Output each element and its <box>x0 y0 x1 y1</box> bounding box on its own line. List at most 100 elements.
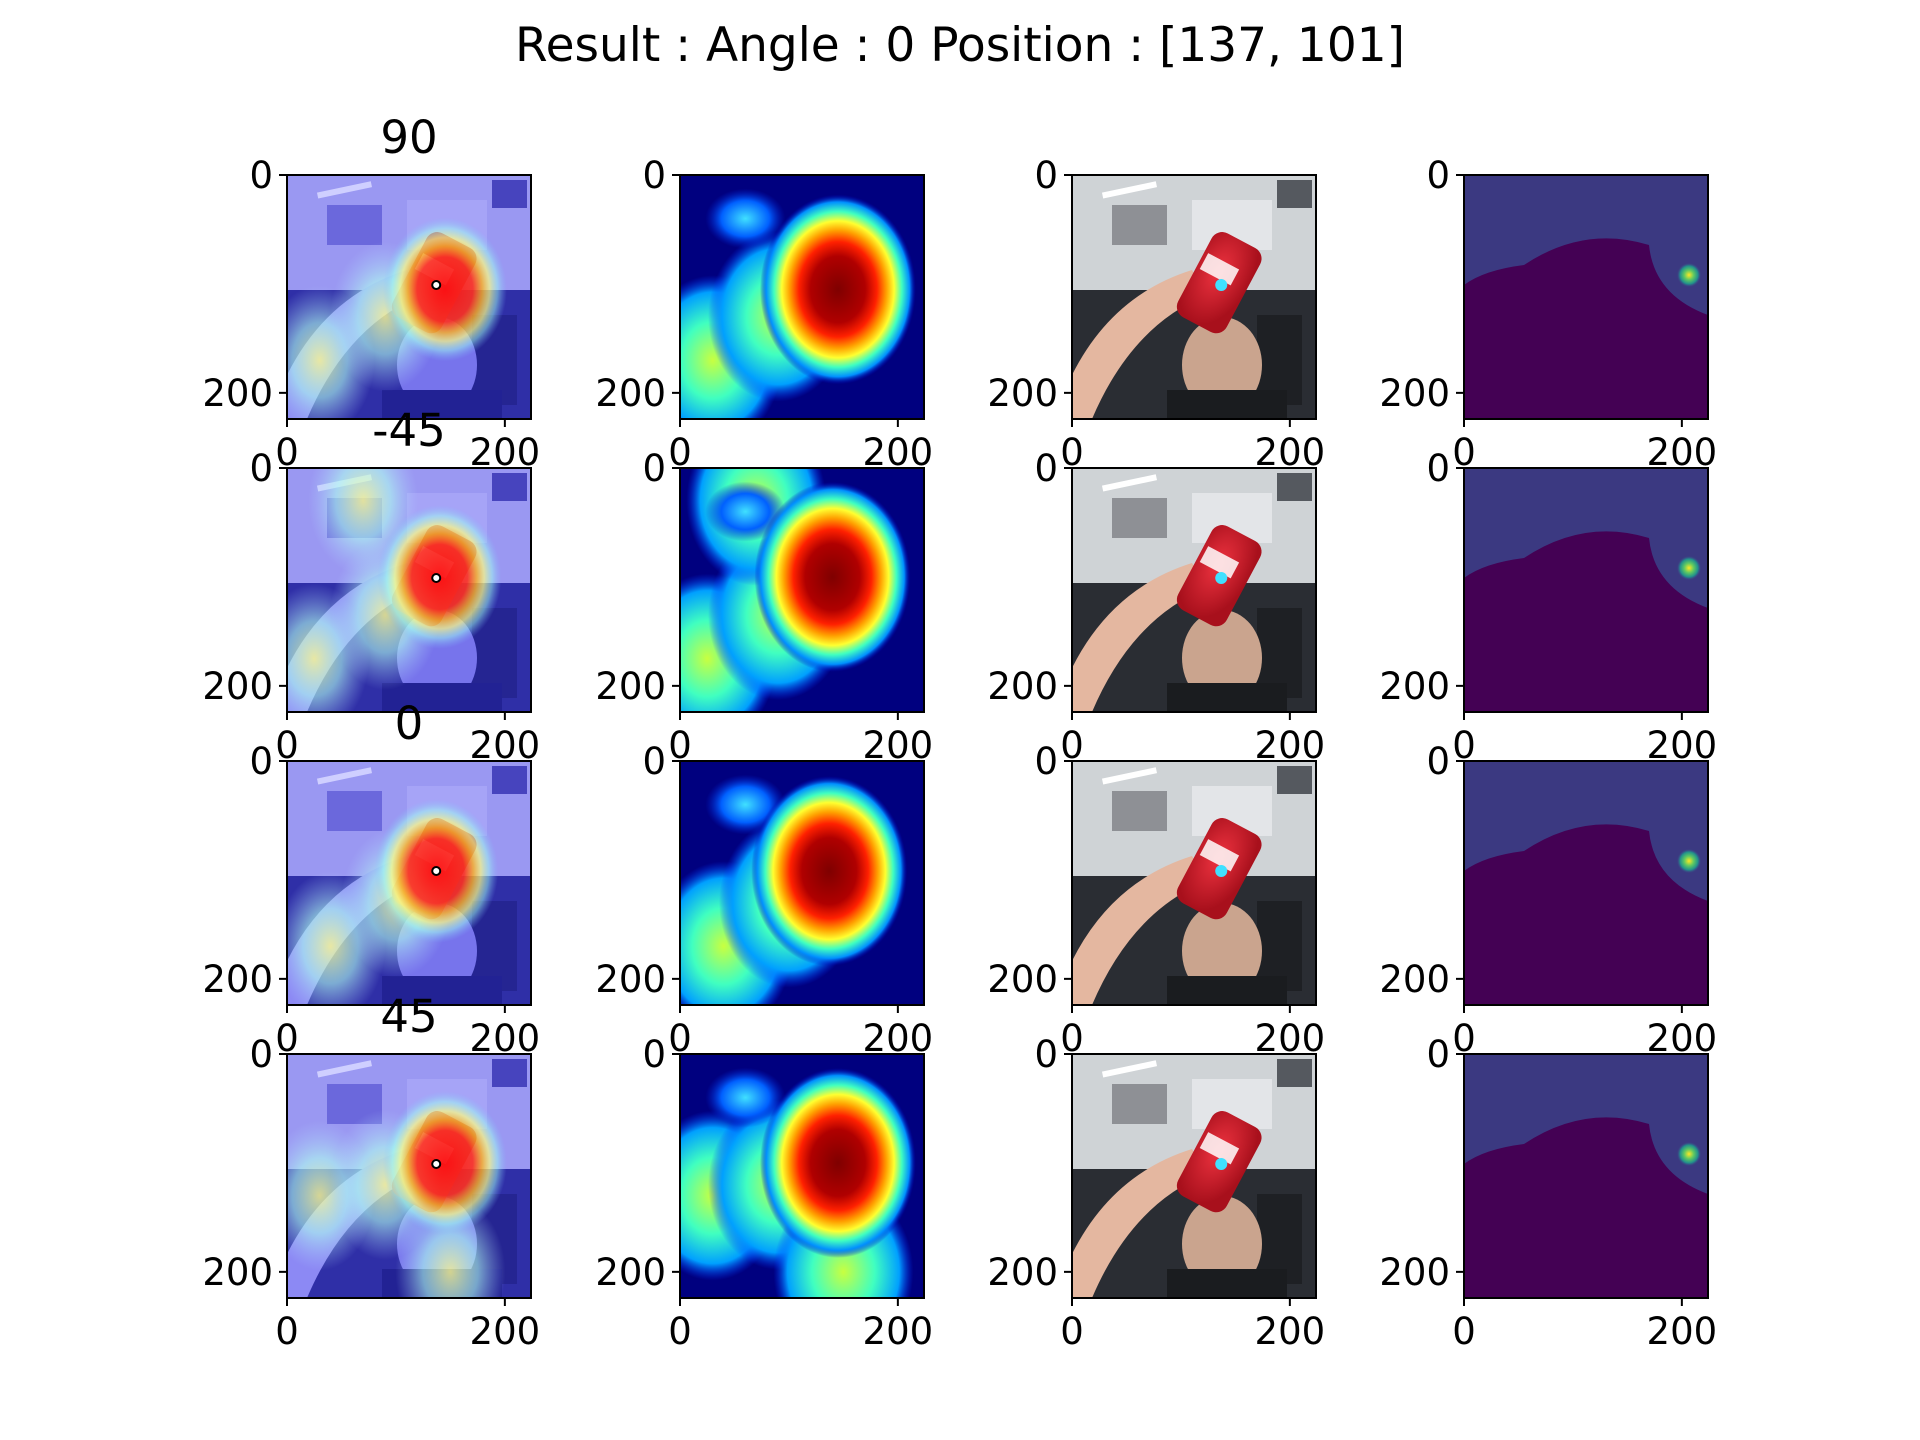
x-tick-label: 200 <box>470 1310 541 1353</box>
x-tick-label: 200 <box>1255 724 1326 767</box>
depth-bright-spot <box>1677 849 1701 873</box>
x-tick-label: 0 <box>275 1310 299 1353</box>
row-title: -45 <box>372 404 446 457</box>
x-tick-label: 200 <box>863 1310 934 1353</box>
y-tick-label: 0 <box>249 740 273 783</box>
axes-frame <box>679 760 925 1006</box>
x-tick-label: 0 <box>1060 1017 1084 1060</box>
photo-position-marker <box>1215 279 1228 292</box>
heatmap-cool-blob <box>705 481 786 542</box>
axes-frame <box>286 174 532 420</box>
y-tick-label: 200 <box>595 1251 666 1294</box>
y-tick-label: 200 <box>595 372 666 415</box>
x-tick-label: 0 <box>1452 724 1476 767</box>
position-marker <box>431 866 442 877</box>
person-arm <box>1072 270 1207 419</box>
y-tick-label: 0 <box>1034 447 1058 490</box>
y-tick-label: 200 <box>1379 1251 1450 1294</box>
ceiling-light <box>1101 181 1158 199</box>
row-title: 90 <box>380 111 437 164</box>
axes-frame <box>1463 174 1709 420</box>
x-tick-label: 0 <box>668 1310 692 1353</box>
heatmap-hotspot <box>754 481 911 672</box>
y-tick-label: 0 <box>1034 1033 1058 1076</box>
x-tick-label: 200 <box>470 724 541 767</box>
y-tick-label: 200 <box>202 372 273 415</box>
window-frame <box>492 180 527 208</box>
panel-image <box>1464 761 1708 1005</box>
depth-background-region <box>1464 1054 1708 1194</box>
y-tick-label: 200 <box>987 1251 1058 1294</box>
x-tick-label: 0 <box>1452 1310 1476 1353</box>
y-tick-label: 200 <box>202 1251 273 1294</box>
person-shirt <box>1167 1269 1287 1298</box>
ceiling-light <box>316 181 373 199</box>
ceiling-light <box>1101 767 1158 785</box>
position-marker <box>431 573 442 584</box>
person-head <box>1182 903 1262 999</box>
x-tick-label: 0 <box>275 1017 299 1060</box>
figure-suptitle: Result : Angle : 0 Position : [137, 101] <box>515 18 1405 73</box>
ceiling-light <box>316 1060 373 1078</box>
panel-image <box>1464 175 1708 419</box>
person-shirt <box>382 976 502 1005</box>
panel-image <box>680 1054 924 1298</box>
panel-image <box>680 175 924 419</box>
depth-background-region <box>1464 761 1708 901</box>
person-head <box>1182 1196 1262 1292</box>
bottle-label <box>1199 546 1240 579</box>
axes-frame <box>1071 467 1317 713</box>
photo-position-marker <box>1215 865 1228 878</box>
y-tick-label: 0 <box>642 447 666 490</box>
x-tick-label: 200 <box>470 1017 541 1060</box>
axes-frame <box>679 174 925 420</box>
x-tick-label: 200 <box>1255 431 1326 474</box>
axes-frame <box>286 467 532 713</box>
x-tick-label: 200 <box>863 431 934 474</box>
panel-image <box>287 175 531 419</box>
x-tick-label: 200 <box>470 431 541 474</box>
y-tick-label: 200 <box>987 958 1058 1001</box>
axes-frame <box>1463 467 1709 713</box>
x-tick-label: 200 <box>1647 431 1718 474</box>
shelf <box>1112 791 1167 831</box>
overlay-hotspot <box>382 217 507 362</box>
position-marker <box>431 1159 442 1170</box>
y-tick-label: 0 <box>1426 447 1450 490</box>
y-tick-label: 0 <box>1426 740 1450 783</box>
axes-frame <box>1071 1053 1317 1299</box>
axes-frame <box>679 467 925 713</box>
person-arm <box>1072 1149 1207 1298</box>
x-tick-label: 0 <box>668 1017 692 1060</box>
x-tick-label: 0 <box>275 431 299 474</box>
x-tick-label: 200 <box>863 724 934 767</box>
person-head <box>1182 317 1262 413</box>
position-marker <box>431 280 442 291</box>
y-tick-label: 0 <box>249 447 273 490</box>
window-frame <box>492 473 527 501</box>
y-tick-label: 200 <box>595 958 666 1001</box>
y-tick-label: 200 <box>595 665 666 708</box>
heatmap-hotspot <box>759 1067 916 1258</box>
axes-frame <box>1463 1053 1709 1299</box>
depth-background-region <box>1464 175 1708 315</box>
row-title: 0 <box>395 697 424 750</box>
window-frame <box>1277 1059 1312 1087</box>
y-tick-label: 200 <box>1379 958 1450 1001</box>
panel-image <box>1464 1054 1708 1298</box>
y-tick-label: 200 <box>987 372 1058 415</box>
axes-frame <box>1463 760 1709 1006</box>
person-shirt <box>382 683 502 712</box>
depth-bright-spot <box>1677 1142 1701 1166</box>
y-tick-label: 0 <box>642 1033 666 1076</box>
x-tick-label: 200 <box>1255 1310 1326 1353</box>
